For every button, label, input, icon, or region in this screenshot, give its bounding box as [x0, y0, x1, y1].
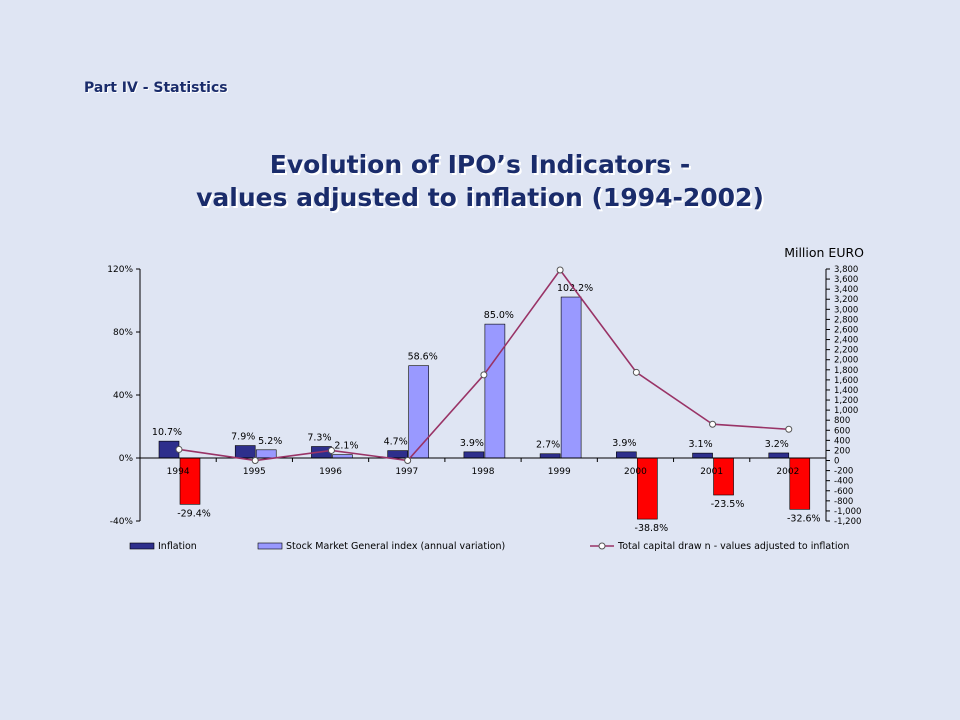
category-label: 1996: [319, 467, 342, 477]
legend-swatch-inflation: [129, 542, 155, 550]
capital-drawn-point: [175, 445, 183, 453]
stock-index-data-label: -29.4%: [177, 508, 211, 519]
right-axis-tick-label: -1,000: [834, 507, 861, 517]
category-label: 1998: [472, 467, 495, 477]
legend-label-stock-index: Stock Market General index (annual varia…: [286, 541, 505, 552]
stock-index-data-label: 2.1%: [334, 441, 358, 452]
capital-drawn-point: [480, 371, 488, 379]
inflation-data-label: 4.7%: [384, 437, 408, 448]
inflation-data-label: 3.1%: [688, 439, 712, 450]
right-axis-tick-label: 3,200: [834, 295, 858, 305]
category-label: 2000: [624, 467, 647, 477]
right-axis-tick-label: 800: [834, 416, 850, 426]
capital-drawn-point: [404, 457, 412, 465]
right-axis-tick-label: 3,400: [834, 285, 858, 295]
section-label: Part IV - Statistics: [84, 80, 228, 96]
stock-index-data-label: 58.6%: [408, 352, 438, 363]
stock-index-bar: [255, 449, 277, 459]
inflation-data-label: 7.9%: [231, 432, 255, 443]
category-label: 1994: [167, 467, 190, 477]
right-axis-unit-label: Million EURO: [784, 245, 864, 260]
legend-swatch-stock-index: [257, 542, 283, 550]
right-axis-tick-label: 1,600: [834, 376, 858, 386]
inflation-bar: [616, 451, 637, 459]
capital-drawn-point: [327, 446, 335, 454]
capital-drawn-point: [556, 266, 564, 274]
capital-drawn-point: [709, 420, 717, 428]
stock-index-bar: [408, 365, 429, 459]
right-axis-tick-label: 2,000: [834, 356, 858, 366]
stock-index-data-label: 102.2%: [557, 283, 593, 294]
stock-index-data-label: 85.0%: [484, 310, 514, 321]
slide-title: Evolution of IPO’s Indicators - values a…: [0, 148, 960, 214]
left-axis-tick-label: -40%: [110, 517, 134, 527]
stock-index-data-label: -32.6%: [787, 513, 821, 524]
stock-index-data-label: 5.2%: [258, 436, 282, 447]
inflation-bar: [692, 452, 713, 459]
right-axis-tick-label: 3,600: [834, 275, 858, 285]
capital-drawn-line: [178, 268, 789, 462]
slide-title-line-1: Evolution of IPO’s Indicators -: [269, 150, 691, 179]
left-axis-tick-label: 80%: [113, 328, 133, 338]
stock-index-data-label: -23.5%: [711, 499, 745, 510]
right-axis-tick-label: -200: [834, 467, 853, 477]
inflation-data-label: 3.2%: [765, 439, 789, 450]
category-label: 1995: [243, 467, 266, 477]
legend-label-inflation: Inflation: [158, 541, 197, 552]
right-axis-tick-label: 0: [834, 457, 839, 467]
stock-index-bar: [789, 457, 811, 510]
right-axis-tick-label: -1,200: [834, 517, 861, 527]
capital-drawn-point: [632, 368, 640, 376]
inflation-data-label: 3.9%: [612, 438, 636, 449]
capital-drawn-point: [251, 457, 259, 465]
stock-index-bar: [560, 296, 582, 459]
category-label: 2002: [776, 467, 799, 477]
inflation-data-label: 10.7%: [152, 427, 182, 438]
stock-index-bar: [179, 457, 201, 505]
right-axis-tick-label: 1,200: [834, 396, 858, 406]
category-label: 1999: [548, 467, 571, 477]
right-axis-tick-label: -600: [834, 487, 853, 497]
slide-title-line-2: values adjusted to inflation (1994-2002): [196, 183, 764, 212]
right-axis-tick-label: 2,200: [834, 346, 858, 356]
inflation-bar: [387, 450, 408, 459]
inflation-bar: [539, 453, 561, 459]
right-axis-tick-label: 3,800: [834, 265, 858, 275]
capital-drawn-point: [785, 425, 793, 433]
right-axis-tick-label: -800: [834, 497, 853, 507]
legend-label-capital-drawn: Total capital draw n - values adjusted t…: [617, 541, 849, 552]
left-axis-tick-label: 40%: [113, 391, 133, 401]
right-axis-tick-label: 2,400: [834, 336, 858, 346]
right-axis-tick-label: 2,600: [834, 325, 858, 335]
legend-marker-capital-drawn: [598, 542, 606, 550]
left-axis-tick-label: 120%: [107, 265, 133, 275]
category-label: 1997: [395, 467, 418, 477]
right-axis-tick-label: 200: [834, 446, 850, 456]
right-axis-tick-label: 1,400: [834, 386, 858, 396]
category-label: 2001: [700, 467, 723, 477]
right-axis-tick-label: 3,000: [834, 305, 858, 315]
stock-index-data-label: -38.8%: [635, 523, 669, 534]
stock-index-bar: [484, 323, 506, 459]
right-axis-tick-label: 1,800: [834, 366, 858, 376]
right-axis-tick-label: 600: [834, 426, 850, 436]
inflation-bar: [463, 451, 485, 459]
right-axis-tick-label: -400: [834, 477, 853, 487]
inflation-bar: [234, 445, 256, 459]
inflation-data-label: 7.3%: [307, 433, 331, 444]
inflation-data-label: 2.7%: [536, 440, 560, 451]
right-axis-tick-label: 1,000: [834, 406, 858, 416]
right-axis-tick-label: 400: [834, 436, 850, 446]
inflation-bar: [768, 452, 790, 459]
left-axis-tick-label: 0%: [119, 454, 134, 464]
right-axis-tick-label: 2,800: [834, 315, 858, 325]
inflation-data-label: 3.9%: [460, 438, 484, 449]
